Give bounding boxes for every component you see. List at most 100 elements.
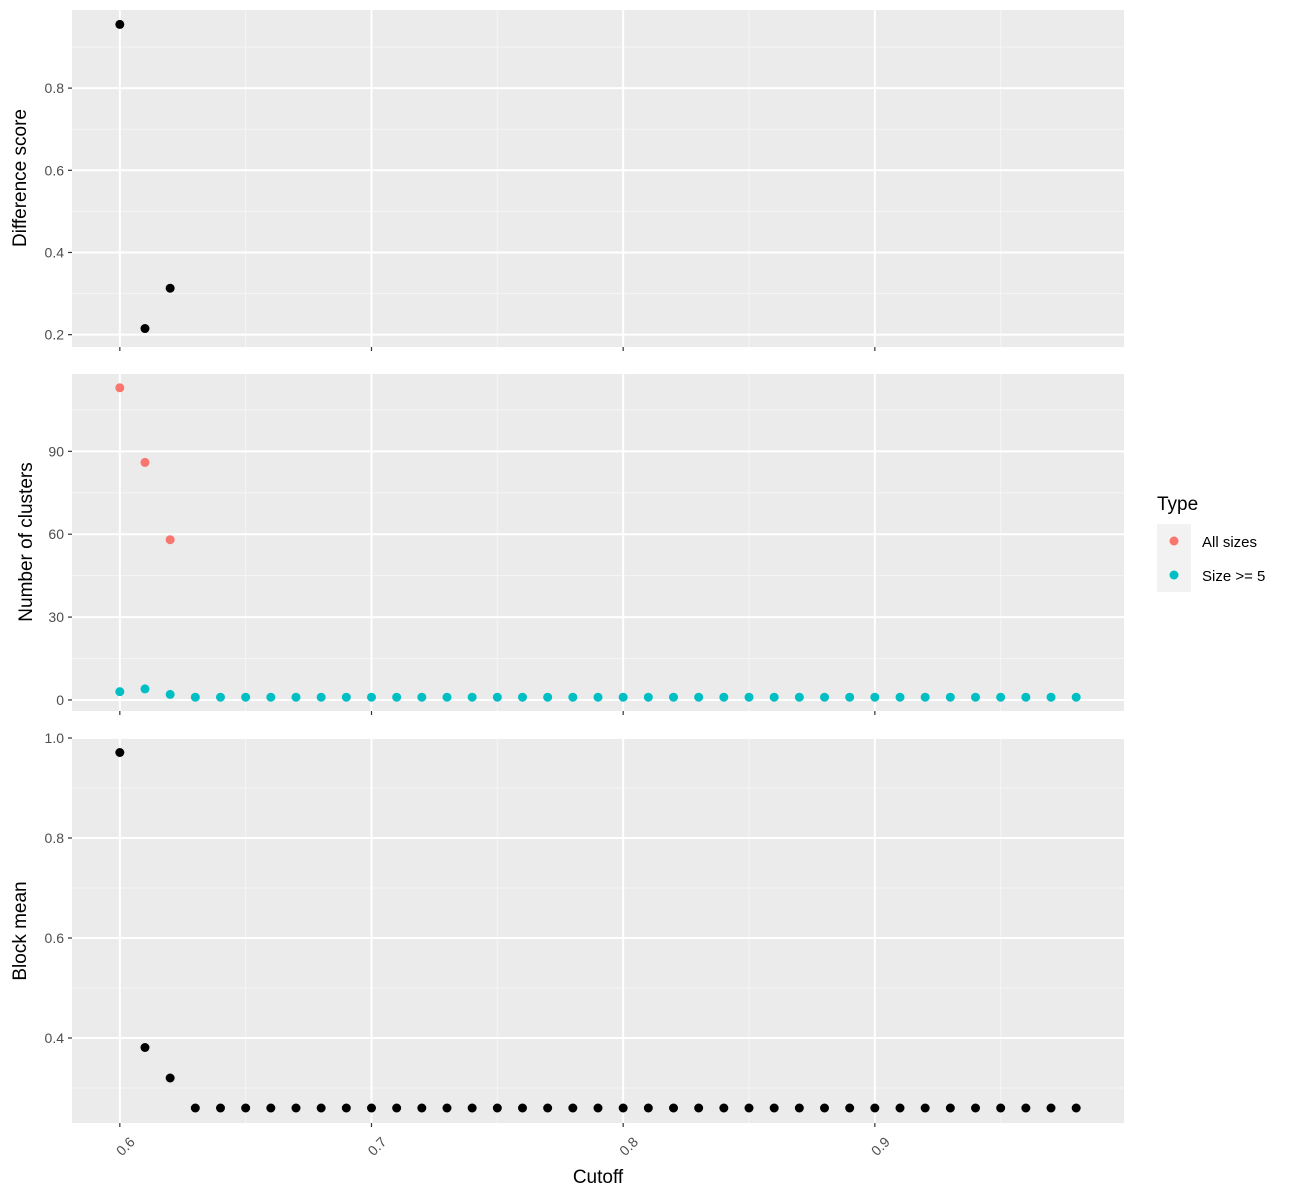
data-point-value [719, 1103, 729, 1113]
data-point-size-5 [971, 692, 981, 702]
data-point-value [1021, 1103, 1031, 1113]
data-point-value [140, 324, 150, 334]
panel-background [72, 738, 1124, 1123]
data-point-value [392, 1103, 402, 1113]
data-point-size-5 [190, 692, 200, 702]
data-point-value [820, 1103, 830, 1113]
block-mean-panel: 0.40.60.81.00.6 0.7 0.8 0.9 [45, 730, 1124, 1159]
legend-key-all-sizes [1169, 536, 1179, 546]
y-tick-label: 0.8 [45, 830, 65, 846]
data-point-size-5 [442, 692, 452, 702]
data-point-value [895, 1103, 905, 1113]
data-point-value [1046, 1103, 1056, 1113]
legend-label-size-ge-5: Size >= 5 [1202, 568, 1265, 585]
data-point-value [115, 19, 125, 29]
data-point-value [543, 1103, 553, 1113]
data-point-size-5 [593, 692, 603, 702]
data-point-value [568, 1103, 578, 1113]
data-point-value [996, 1103, 1006, 1113]
data-point-value [115, 748, 125, 757]
data-point-size-5 [669, 692, 679, 702]
data-point-size-5 [341, 692, 351, 702]
data-point-value [593, 1103, 603, 1113]
legend-label-all-sizes: All sizes [1202, 534, 1257, 551]
number-of-clusters-panel: 0 30 60 90 [48, 374, 1124, 715]
data-point-size-5 [291, 692, 301, 702]
legend-title: Type [1157, 494, 1198, 515]
data-point-size-5 [241, 692, 251, 702]
data-point-size-5 [845, 692, 855, 702]
data-point-value [794, 1103, 804, 1113]
data-point-value [417, 1103, 427, 1113]
data-point-size-5 [467, 692, 477, 702]
data-point-size-5 [870, 692, 880, 702]
data-point-value [669, 1103, 679, 1113]
y-axis-title-block-mean: Block mean [10, 881, 31, 980]
panel-background [72, 10, 1124, 347]
data-point-size-5 [392, 692, 402, 702]
data-point-size-5 [543, 692, 553, 702]
data-point-value [492, 1103, 502, 1113]
data-point-value [341, 1103, 351, 1113]
data-point-value [316, 1103, 326, 1113]
data-point-size-5 [794, 692, 804, 702]
data-point-size-5 [568, 692, 578, 702]
data-point-value [165, 283, 175, 293]
data-point-value [165, 1073, 175, 1083]
data-point-value [366, 1103, 376, 1113]
x-axis-title: Cutoff [573, 1167, 624, 1188]
data-point-size-5 [618, 692, 628, 702]
y-tick-label: 1.0 [45, 730, 65, 746]
data-point-size-5 [643, 692, 653, 702]
y-tick-label: 0.6 [45, 930, 65, 946]
data-point-value [266, 1103, 276, 1113]
y-tick-label: 0 [56, 692, 64, 708]
data-point-size-5 [719, 692, 729, 702]
data-point-size-5 [945, 692, 955, 702]
legend-key-size-ge-5 [1169, 570, 1179, 580]
legend: Type All sizes Size >= 5 [1157, 494, 1265, 592]
data-point-size-5 [694, 692, 704, 702]
data-point-value [945, 1103, 955, 1113]
y-axis-title-number-of-clusters: Number of clusters [16, 462, 37, 621]
data-point-size-5 [266, 692, 276, 702]
data-point-value [442, 1103, 452, 1113]
data-point-value [241, 1103, 251, 1113]
data-point-value [845, 1103, 855, 1113]
data-point-size-5 [769, 692, 779, 702]
data-point-value [215, 1103, 225, 1113]
y-axis-title-difference-score: Difference score [10, 109, 31, 247]
data-point-size-5 [165, 689, 175, 699]
data-point-size-5 [1071, 692, 1081, 702]
y-tick-label: 0.4 [45, 1030, 65, 1046]
data-point-value [467, 1103, 477, 1113]
data-point-size-5 [895, 692, 905, 702]
data-point-value [643, 1103, 653, 1113]
y-tick-label: 90 [48, 443, 64, 459]
data-point-size-5 [820, 692, 830, 702]
data-point-size-5 [140, 684, 150, 694]
data-point-size-5 [1046, 692, 1056, 702]
difference-score-panel: 0.2 0.4 0.6 0.8 [45, 10, 1124, 351]
y-tick-label: 30 [48, 609, 64, 625]
data-point-value [971, 1103, 981, 1113]
y-tick-label: 0.2 [45, 327, 65, 343]
y-tick-label: 0.6 [45, 162, 65, 178]
data-point-size-5 [366, 692, 376, 702]
data-point-value [291, 1103, 301, 1113]
y-tick-label: 60 [48, 526, 64, 542]
data-point-size-5 [417, 692, 427, 702]
y-tick-label: 0.4 [45, 244, 65, 260]
data-point-value [1071, 1103, 1081, 1113]
data-point-value [870, 1103, 880, 1113]
data-point-value [618, 1103, 628, 1113]
y-tick-label: 0.8 [45, 80, 65, 96]
data-point-all-sizes [165, 535, 175, 545]
data-point-all-sizes [140, 457, 150, 467]
data-point-value [190, 1103, 200, 1113]
data-point-value [920, 1103, 930, 1113]
data-point-value [517, 1103, 527, 1113]
data-point-size-5 [744, 692, 754, 702]
data-point-value [140, 1043, 150, 1052]
